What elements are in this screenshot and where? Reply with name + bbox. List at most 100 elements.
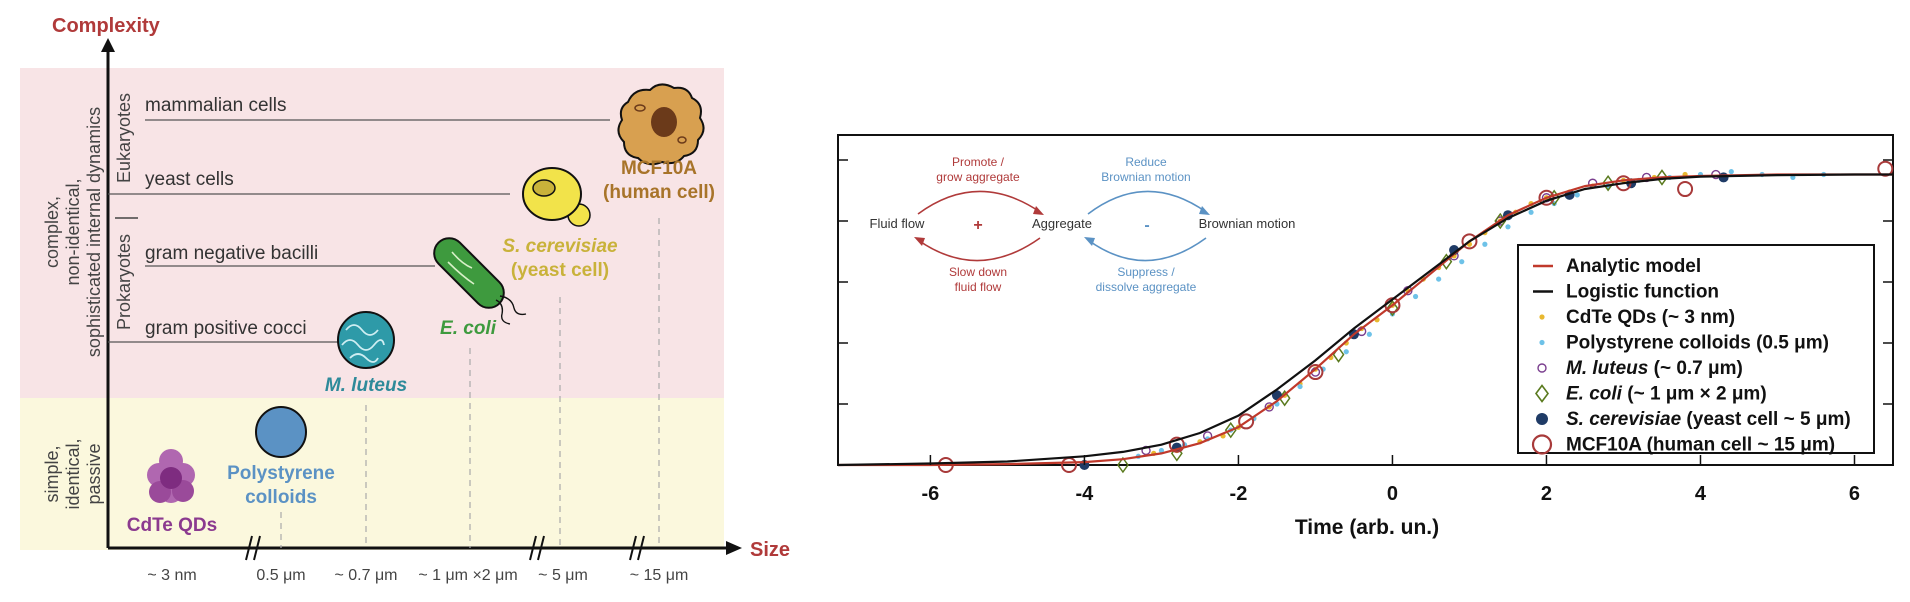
axis-break-1 <box>245 535 261 561</box>
prokaryotes-label: Prokaryotes <box>114 234 134 330</box>
left-panel: Complexity Size complex, non-identical, … <box>20 15 790 584</box>
x-axis-arrow <box>726 541 742 555</box>
point-dot-24 <box>1728 169 1734 175</box>
point-diamond-6 <box>1440 253 1453 270</box>
inset-schematic: Fluid flow + Aggregate - Brownian motion… <box>870 155 1296 294</box>
x-axis-label: Size <box>750 539 790 561</box>
band-upper-label-3: sophisticated internal dynamics <box>84 107 104 357</box>
drop-lines <box>280 218 660 548</box>
arrow-slow-head <box>914 237 925 246</box>
inset-reduce-2: Brownian motion <box>1101 170 1190 184</box>
inset-fluid-flow: Fluid flow <box>870 216 926 231</box>
cdte-qds-label: CdTe QDs <box>127 515 217 536</box>
cdte-qds-icon <box>147 449 195 503</box>
inset-promote-2: grow aggregate <box>936 170 1020 184</box>
x-ticks: -6 -4 -2 0 2 4 6 <box>922 455 1860 505</box>
e-coli-label: E. coli <box>440 318 497 339</box>
point-large-open-circle-9 <box>1677 181 1694 198</box>
inset-plus: + <box>973 217 982 234</box>
band-lower-label-1: simple, <box>42 445 62 502</box>
eukaryotes-label: Eukaryotes <box>114 93 134 183</box>
y-axis-arrow <box>101 38 115 52</box>
point-diamond-5 <box>1386 299 1399 317</box>
legend-label: Analytic model <box>1566 256 1701 277</box>
point-large-open-circle-2 <box>1168 436 1185 453</box>
point-diamond-4 <box>1332 346 1345 363</box>
point-large-open-circle-4 <box>1307 364 1324 381</box>
x-tick-label: -2 <box>1230 483 1248 505</box>
plot-marks <box>837 159 1894 474</box>
s-cerevisiae-label-2: (yeast cell) <box>511 260 609 281</box>
x-tick-label: -6 <box>922 483 940 505</box>
legend-label: MCF10A (human cell ~ 15 μm) <box>1566 435 1835 456</box>
inset-suppress-2: dissolve aggregate <box>1096 280 1197 294</box>
polystyrene-label-2: colloids <box>245 487 317 508</box>
series-line-1 <box>837 173 1893 467</box>
point-dot-1 <box>1158 447 1165 454</box>
band-lower-label-2: identical, <box>63 438 83 509</box>
band-lower-label-3: passive <box>84 443 104 504</box>
legend-symbol-dot <box>1539 339 1545 346</box>
point-open-circle-2 <box>1264 402 1274 412</box>
point-diamond-0 <box>1117 456 1129 474</box>
category-gram-positive: gram positive cocci <box>145 318 307 339</box>
x-axis-title: Time (arb. un.) <box>1295 516 1439 539</box>
x-tick-label: 4 <box>1695 483 1707 505</box>
size-tick-5um: ~ 5 μm <box>538 567 588 584</box>
arrow-suppress <box>1087 237 1207 262</box>
e-coli-icon <box>433 237 527 325</box>
m-luteus-label: M. luteus <box>325 375 407 396</box>
legend-symbol-filled-circle <box>1536 413 1548 425</box>
simple-band <box>20 398 724 550</box>
inset-reduce-1: Reduce <box>1125 155 1167 169</box>
s-cerevisiae-icon <box>522 167 591 227</box>
legend-label: M. luteus (~ 0.7 μm) <box>1566 358 1743 379</box>
legend: Analytic model Logistic function CdTe QDs … <box>1517 244 1875 456</box>
legend-label: E. coli (~ 1 μm × 2 μm) <box>1566 384 1767 405</box>
point-dot-26 <box>1790 174 1796 181</box>
point-diamond-9 <box>1602 174 1614 192</box>
inset-slow-1: Slow down <box>949 265 1007 279</box>
arrow-suppress-head <box>1084 237 1095 246</box>
size-tick-3nm: ~ 3 nm <box>147 567 196 584</box>
point-dot-13 <box>1436 276 1442 282</box>
arrow-reduce <box>1087 190 1207 215</box>
category-mammalian: mammalian cells <box>145 95 286 116</box>
category-gram-negative: gram negative bacilli <box>145 243 318 264</box>
x-tick-label: 2 <box>1541 483 1552 505</box>
legend-symbol-dot <box>1539 314 1545 320</box>
point-diamond-10 <box>1656 169 1668 186</box>
mcf10a-label-1: MCF10A <box>621 158 697 179</box>
point-large-open-circle-10 <box>1877 160 1894 177</box>
arrow-promote <box>917 190 1041 215</box>
point-dot-7 <box>1297 383 1303 390</box>
point-dot-14 <box>1459 259 1465 265</box>
band-upper-label-1: complex, <box>42 196 62 268</box>
polystyrene-colloid-icon <box>255 406 307 458</box>
right-panel-chart: -6 -4 -2 0 2 4 6 Time (arb. un.) Fluid flow + … <box>837 134 1894 539</box>
mcf10a-label-2: (human cell) <box>603 182 715 203</box>
polystyrene-label-1: Polystyrene <box>227 463 335 484</box>
size-tick-labels: ~ 3 nm 0.5 μm ~ 0.7 μm ~ 1 μm ×2 μm ~ 5 … <box>147 567 688 584</box>
legend-symbol-large-circle <box>1531 434 1553 455</box>
inset-suppress-1: Suppress / <box>1117 265 1175 279</box>
x-tick-label: 6 <box>1849 483 1860 505</box>
axis-break-2 <box>529 535 545 561</box>
size-tick-0.5um: 0.5 μm <box>256 567 305 584</box>
point-dot-19 <box>1574 192 1580 198</box>
legend-symbol-open-circle <box>1537 363 1547 373</box>
m-luteus-icon <box>337 311 395 369</box>
inset-promote-1: Promote / <box>952 155 1005 169</box>
category-yeast: yeast cells <box>145 169 234 190</box>
axis-break-3 <box>629 535 645 561</box>
plot-frame <box>837 134 1894 466</box>
arrow-promote-head <box>1033 206 1044 215</box>
legend-label: Logistic function <box>1566 282 1719 303</box>
legend-items: Analytic model Logistic function CdTe QDs … <box>1531 256 1851 456</box>
point-dot-10 <box>1366 331 1372 337</box>
inset-brownian: Brownian motion <box>1199 216 1296 231</box>
x-tick-label: 0 <box>1387 483 1398 505</box>
legend-box <box>1517 244 1875 454</box>
arrow-reduce-head <box>1199 206 1210 215</box>
